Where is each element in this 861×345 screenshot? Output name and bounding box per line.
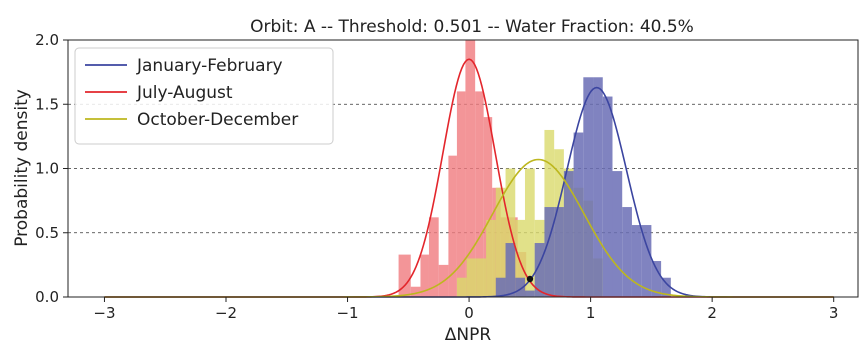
histogram-bar (651, 261, 662, 297)
histogram-bar (515, 277, 525, 297)
threshold-marker-group (526, 275, 534, 283)
legend-label: July-August (136, 83, 233, 103)
histogram-january-february (495, 77, 671, 297)
histogram-bar (524, 168, 535, 297)
y-tick-label: 2.0 (35, 31, 59, 49)
histogram-bar (524, 290, 535, 297)
histogram-bar (544, 207, 555, 297)
x-tick-label: −2 (215, 304, 237, 322)
histogram-bar (505, 168, 516, 297)
x-tick-label: 3 (829, 304, 839, 322)
histogram-bar (465, 40, 476, 297)
legend: January-February July-August October-Decem… (74, 47, 334, 145)
histogram-bar (563, 171, 574, 297)
histogram-bar (486, 219, 496, 297)
histogram-bar (583, 77, 594, 297)
histogram-bar (398, 254, 411, 297)
histogram-bar (456, 277, 467, 297)
histogram-bar (483, 117, 493, 297)
legend-label: January-February (136, 56, 283, 76)
y-axis-label: Probability density (12, 89, 32, 247)
histogram-bar (622, 207, 632, 297)
y-tick-label: 1.0 (35, 160, 59, 178)
histogram-bar (661, 277, 671, 297)
histogram-bar (612, 171, 623, 297)
histogram-bar (495, 187, 506, 297)
threshold-marker (526, 275, 534, 283)
histogram-bar (448, 155, 457, 297)
x-tick-label: −1 (336, 304, 358, 322)
x-tick-label: 1 (586, 304, 596, 322)
histogram-bar (534, 243, 545, 297)
y-tick-label: 0.5 (35, 224, 59, 242)
histogram-bar (475, 91, 484, 298)
histogram-bar (428, 217, 439, 297)
histogram-bar (495, 277, 506, 297)
histogram-bars (398, 40, 671, 298)
chart-title: Orbit: A -- Threshold: 0.501 -- Water Fr… (250, 17, 694, 37)
histogram-bar (631, 225, 642, 297)
y-tick-label: 1.5 (35, 95, 59, 113)
histogram-bar (515, 219, 525, 297)
histogram-bar (456, 91, 466, 298)
histogram-bar (593, 77, 603, 297)
legend-label: October-December (137, 110, 298, 130)
histogram-bar (641, 225, 652, 297)
x-tick-label: 2 (707, 304, 717, 322)
histogram-bar (466, 258, 477, 297)
histogram-bar (476, 258, 487, 297)
x-axis-label: ΔNPR (445, 325, 492, 345)
histogram-bar (602, 96, 613, 297)
y-tick-label: 0.0 (35, 288, 59, 306)
histogram-bar (573, 132, 584, 297)
y-axis: 0.0 0.5 1.0 1.5 2.0 (35, 31, 68, 306)
histogram-bar (410, 286, 421, 297)
legend-box (74, 47, 334, 145)
x-axis: −3 −2 −1 0 1 2 3 (93, 297, 838, 322)
x-tick-label: −3 (93, 304, 115, 322)
histogram-bar (554, 207, 564, 297)
histogram-bar (420, 254, 429, 297)
histogram-bar (505, 243, 516, 297)
x-tick-label: 0 (464, 304, 474, 322)
